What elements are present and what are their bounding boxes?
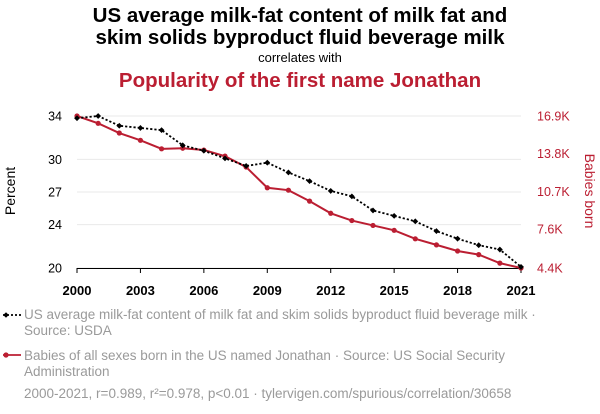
jonathan-point <box>391 227 397 233</box>
milk-fat-point <box>475 242 482 249</box>
x-tick-label: 2009 <box>253 283 282 298</box>
milk-fat-point <box>454 235 461 242</box>
x-axis: 2000 2003 2006 2009 2012 2015 2018 2021 <box>63 268 536 298</box>
legend-jonathan: Babies of all sexes born in the US named… <box>24 348 506 379</box>
x-tick-label: 2021 <box>507 283 536 298</box>
jonathan-point <box>180 145 186 151</box>
milk-fat-point <box>243 163 250 169</box>
jonathan-point <box>264 185 270 191</box>
legend-marker-jonathan <box>3 352 21 358</box>
right-tick-label: 7.6K <box>537 223 563 237</box>
series-milk-fat-line <box>76 115 522 268</box>
milk-fat-point <box>412 218 419 225</box>
jonathan-point <box>476 252 482 258</box>
jonathan-point <box>137 137 144 143</box>
jonathan-point <box>412 236 418 242</box>
footer-stats: 2000-2021, r=0.989, r²=0.978, p<0.01 · t… <box>24 386 512 401</box>
legend-marker-milk-fat <box>3 312 21 318</box>
chart-title-second-series: Popularity of the first name Jonathan <box>118 69 482 92</box>
x-tick-label: 2018 <box>443 283 472 298</box>
jonathan-point <box>116 130 122 136</box>
milk-fat-point <box>496 246 503 253</box>
left-tick-label: 27 <box>48 186 62 200</box>
x-tick-label: 2003 <box>126 283 155 298</box>
jonathan-point <box>306 198 313 204</box>
jonathan-point <box>497 260 503 266</box>
x-tick-label: 2012 <box>316 283 345 298</box>
x-tick-label: 2000 <box>63 283 92 298</box>
grid-lines <box>77 115 521 269</box>
milk-fat-point <box>158 127 165 134</box>
series-milk-fat <box>74 113 524 270</box>
chart-title-line-2: skim solids byproduct fluid beverage mil… <box>95 26 505 49</box>
left-tick-label: 20 <box>48 262 62 276</box>
left-tick-label: 34 <box>48 110 62 124</box>
milk-fat-point <box>370 207 376 214</box>
jonathan-point <box>454 248 461 254</box>
right-axis-label: Babies born <box>582 154 598 229</box>
jonathan-point <box>370 222 376 229</box>
milk-fat-point <box>518 264 524 270</box>
jonathan-point <box>95 120 101 126</box>
series-jonathan-line <box>76 115 522 269</box>
correlates-with-text: correlates with <box>258 50 342 65</box>
right-y-axis: 4.4K 7.6K 10.7K 13.8K 16.9K <box>537 110 570 276</box>
jonathan-point <box>285 187 292 193</box>
x-tick-label: 2015 <box>380 283 409 298</box>
milk-fat-point <box>285 169 292 176</box>
jonathan-point <box>349 217 355 224</box>
milk-fat-point <box>116 122 123 129</box>
milk-fat-point <box>348 193 355 200</box>
jonathan-point <box>328 210 334 216</box>
left-y-axis: 20 24 27 30 34 <box>48 110 62 276</box>
left-tick-label: 30 <box>48 153 62 167</box>
milk-fat-point <box>179 142 186 149</box>
jonathan-point <box>158 146 165 152</box>
left-axis-label: Percent <box>2 167 18 215</box>
milk-fat-point <box>391 212 398 219</box>
x-tick-label: 2006 <box>189 283 218 298</box>
milk-fat-point <box>95 113 102 119</box>
right-tick-label: 16.9K <box>537 110 570 124</box>
jonathan-point <box>433 242 440 248</box>
milk-fat-point <box>264 159 271 166</box>
milk-fat-point <box>433 228 440 234</box>
milk-fat-point <box>137 125 144 131</box>
right-tick-label: 10.7K <box>537 185 570 199</box>
milk-fat-point <box>327 188 334 194</box>
milk-fat-point <box>306 178 313 185</box>
milk-fat-point <box>200 147 207 154</box>
milk-fat-point <box>74 115 80 122</box>
legend-milk-fat: US average milk-fat content of milk fat … <box>24 307 536 338</box>
right-tick-label: 4.4K <box>537 262 563 276</box>
left-tick-label: 24 <box>48 218 62 232</box>
series-jonathan <box>74 113 524 271</box>
right-tick-label: 13.8K <box>537 147 570 161</box>
milk-fat-point <box>222 155 228 162</box>
chart-title-line-1: US average milk-fat content of milk fat … <box>92 4 508 27</box>
